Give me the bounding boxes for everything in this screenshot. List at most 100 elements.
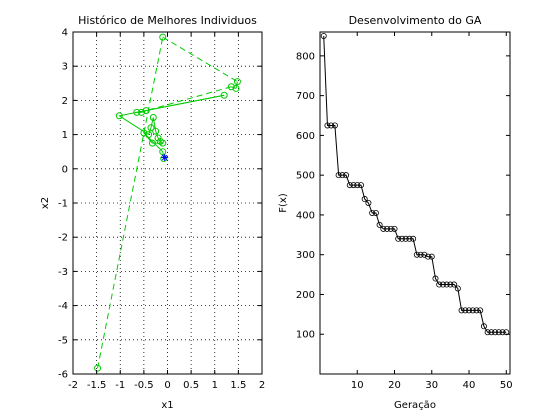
fitness-point [477, 307, 484, 314]
left-y-tick-label: 0 [62, 164, 68, 175]
left-data-point [133, 108, 141, 116]
left-data-point [148, 139, 156, 147]
best-point-star-stroke [161, 154, 168, 161]
left-x-tick-label: -0.5 [134, 380, 154, 391]
fitness-point [436, 281, 443, 288]
left-x-tick-label: -1.5 [87, 380, 107, 391]
left-x-tick-label: 0 [164, 380, 170, 391]
fitness-point [324, 122, 331, 129]
left-path-segment [162, 36, 238, 83]
left-data-point [232, 84, 240, 92]
left-path-segment [143, 132, 164, 153]
fitness-point [346, 182, 353, 189]
left-y-tick-label: 1 [62, 130, 68, 141]
right-ticks: 10 20 30 40 50 100 200 300 400 500 600 700 800 [296, 32, 513, 391]
left-data-point [149, 114, 157, 121]
left-data-point [220, 91, 228, 99]
left-y-tick-label: -1 [58, 199, 68, 210]
fitness-point [466, 307, 473, 314]
right-plot-frame [319, 31, 511, 375]
fitness-point [428, 253, 435, 260]
left-ticks: -2 -1.5 -1 -0.5 0 0.5 1 1.5 2 -6 -5 -4 -3 -2 -1 0 1 2 3 4 [58, 28, 265, 392]
left-y-tick-label: 2 [62, 96, 68, 107]
fitness-point [354, 182, 361, 189]
fitness-point [320, 32, 327, 39]
fitness-point [488, 329, 495, 336]
left-path-segment [146, 86, 232, 112]
left-data-point [94, 364, 102, 372]
fitness-point [458, 307, 465, 314]
left-y-tick-label: 3 [62, 62, 68, 73]
left-x-tick-label: 0.5 [183, 380, 199, 391]
right-y-tick-label: 400 [296, 210, 315, 221]
fitness-point [331, 122, 338, 129]
fitness-point [343, 172, 350, 179]
left-y-tick-label: -4 [58, 301, 68, 312]
left-path-segment [152, 117, 157, 132]
fitness-point [492, 329, 499, 336]
chart-best-individuals: -2 -1.5 -1 -0.5 0 0.5 1 1.5 2 -6 -5 -4 -3 -2 -1 0 1 2 3 4 H… [40, 14, 265, 411]
fitness-point [350, 182, 357, 189]
fitness-point [361, 196, 368, 203]
fitness-point [462, 307, 469, 314]
fitness-point [384, 225, 391, 232]
left-chart-title: Histórico de Melhores Individuos [78, 14, 257, 27]
fitness-point [503, 329, 510, 336]
fitness-point [365, 199, 372, 206]
fitness-point [499, 329, 506, 336]
fitness-point [387, 225, 394, 232]
right-x-tick-label: 50 [500, 380, 513, 391]
right-y-tick-label: 300 [296, 250, 315, 261]
right-y-tick-label: 700 [296, 91, 315, 102]
left-data-point [227, 83, 235, 91]
right-x-tick-label: 40 [463, 380, 476, 391]
left-y-tick-label: -2 [58, 233, 68, 244]
left-y-tick-label: -6 [58, 370, 68, 381]
left-data-point [159, 33, 167, 41]
left-path-segment [231, 86, 237, 89]
left-path-segment [119, 94, 225, 117]
left-data-point [233, 78, 241, 86]
right-y-tick-label: 600 [296, 131, 315, 142]
fitness-point [447, 281, 454, 288]
right-y-tick-label: 200 [296, 290, 315, 301]
left-x-tick-label: 2 [259, 380, 265, 391]
left-x-tick-label: 1 [212, 380, 218, 391]
left-path-segment [97, 37, 164, 369]
fitness-point [484, 329, 491, 336]
left-path-segment [148, 127, 152, 135]
fitness-point [421, 251, 428, 258]
fitness-point [495, 329, 502, 336]
right-chart-title: Desenvolvimento do GA [349, 14, 482, 27]
fitness-point [451, 281, 458, 288]
left-data-point [160, 155, 168, 163]
left-data-point [140, 129, 148, 137]
left-data-point [138, 108, 146, 116]
best-point-star [161, 154, 169, 162]
left-data-point [159, 139, 167, 147]
left-x-tick-label: 1.5 [230, 380, 246, 391]
fitness-point [376, 221, 383, 228]
fitness-point [480, 323, 487, 330]
left-series [94, 33, 241, 372]
fitness-point [443, 281, 450, 288]
right-x-tick-label: 30 [425, 380, 438, 391]
left-y-tick-label: -5 [58, 335, 68, 346]
fitness-point [398, 235, 405, 242]
left-data-point [142, 107, 150, 115]
fitness-point [369, 209, 376, 216]
fitness-point [357, 182, 364, 189]
fitness-point [406, 235, 413, 242]
fitness-line [323, 35, 507, 333]
left-y-axis-label: x2 [40, 197, 51, 209]
fitness-point [380, 225, 387, 232]
fitness-point [439, 281, 446, 288]
chart-ga-development: 10 20 30 40 50 100 200 300 400 500 600 700 800 Desen… [278, 14, 513, 411]
left-x-axis-label: x1 [161, 400, 173, 411]
left-y-tick-label: -3 [58, 267, 68, 278]
left-data-point [115, 112, 123, 120]
left-path-segment [155, 131, 159, 139]
right-x-tick-label: 20 [388, 380, 401, 391]
